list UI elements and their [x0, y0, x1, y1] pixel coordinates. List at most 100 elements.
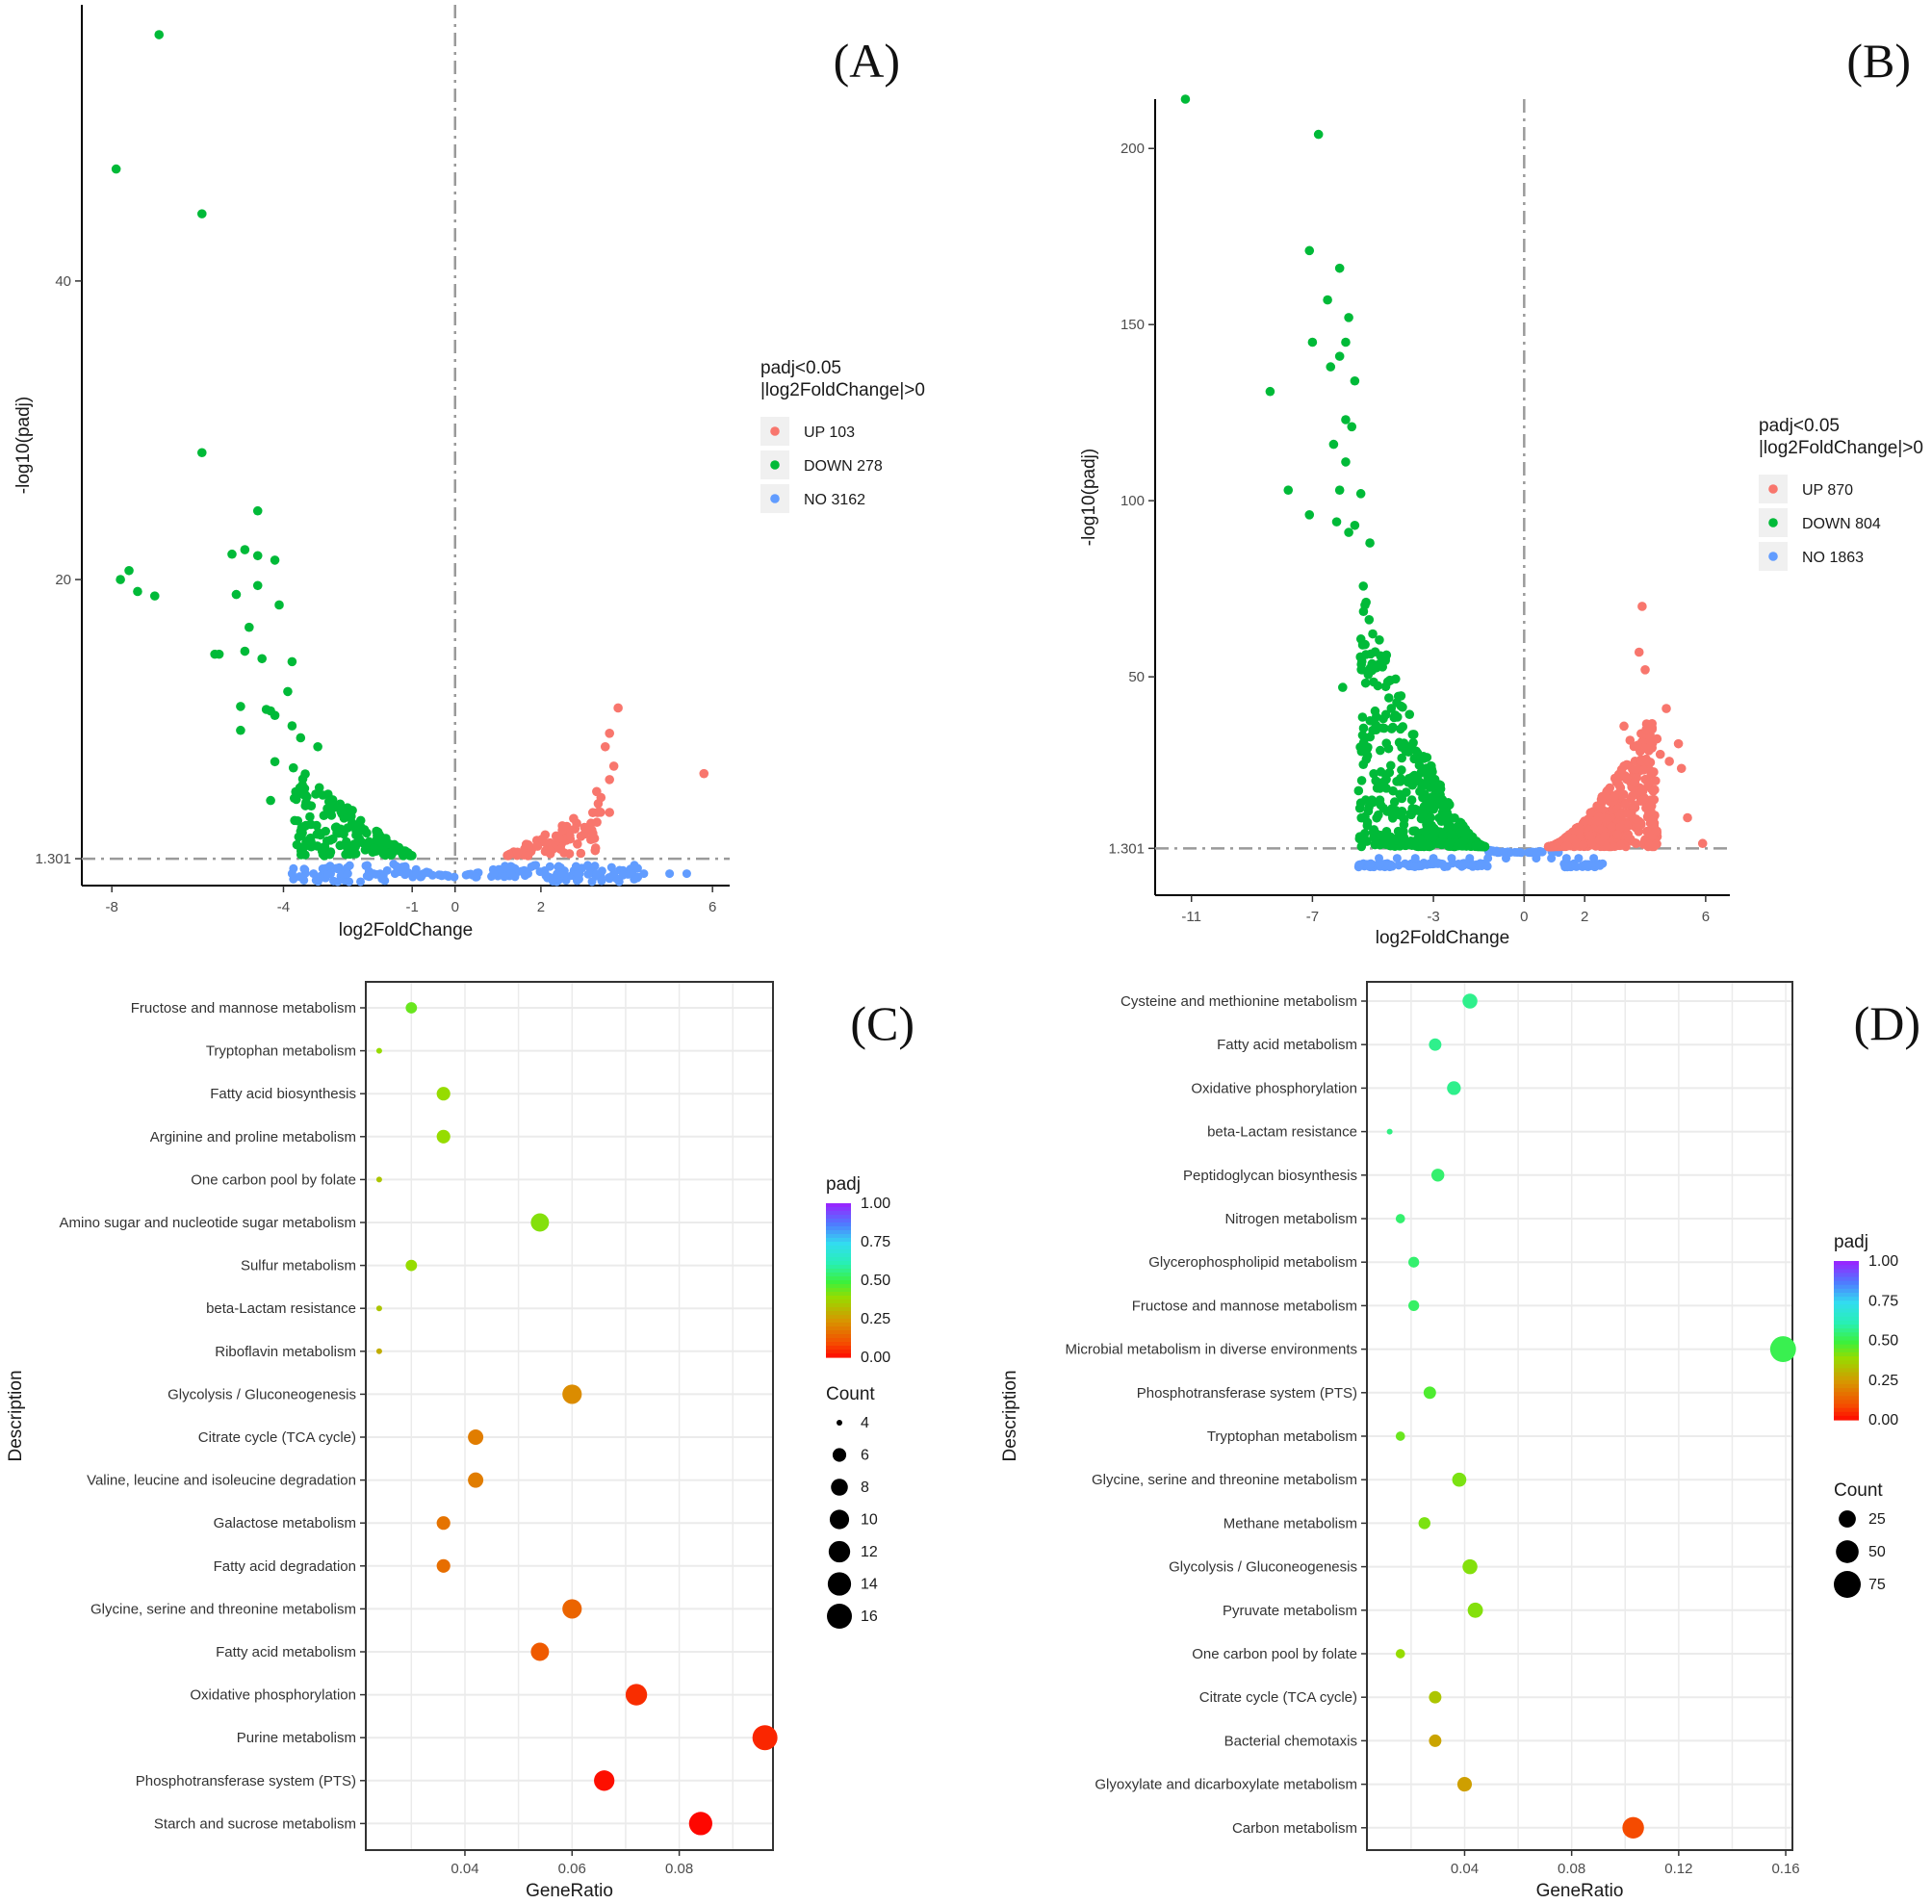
down-point [321, 826, 330, 836]
down-point [350, 849, 361, 859]
colorbar-segment [826, 1330, 851, 1335]
legend-label: DOWN 804 [1802, 516, 1881, 532]
down-point [1323, 295, 1332, 305]
down-point [1421, 778, 1430, 788]
series-up-points [1543, 602, 1708, 852]
down-point [1382, 677, 1393, 687]
colorbar-segment [1834, 1379, 1859, 1385]
down-point [1361, 597, 1371, 607]
up-point [588, 829, 598, 838]
colorbar-segment [1834, 1316, 1859, 1322]
colorbar-segment [826, 1299, 851, 1304]
down-point [335, 799, 346, 810]
up-point [576, 832, 586, 841]
up-point [1624, 833, 1634, 842]
x-tick-label: 0.06 [558, 1861, 586, 1877]
legend-key-point [770, 494, 780, 503]
no-point [299, 864, 309, 874]
down-point [1419, 802, 1430, 811]
no-point [1584, 860, 1593, 869]
category-label: Glycerophospholipid metabolism [1148, 1254, 1357, 1271]
legend-key-point [1768, 552, 1778, 561]
down-point [304, 835, 315, 845]
down-point [1356, 841, 1367, 852]
down-point [1367, 795, 1377, 805]
colorbar-segment [1834, 1340, 1859, 1346]
dot-point [752, 1725, 778, 1751]
down-point [1392, 698, 1402, 708]
up-point [605, 775, 615, 785]
down-point [1397, 765, 1406, 775]
up-point [1640, 743, 1651, 754]
up-point [1622, 759, 1632, 770]
category-label: beta-Lactam resistance [1207, 1124, 1357, 1141]
up-point [523, 851, 533, 861]
legend-title-line-1: padj<0.05 [760, 358, 841, 378]
down-point [1304, 245, 1315, 256]
x-tick-label: 0.04 [1451, 1861, 1479, 1877]
up-point [590, 845, 601, 856]
up-point [1673, 738, 1684, 749]
down-point [1361, 650, 1371, 659]
down-point [1341, 457, 1351, 467]
down-point [1347, 422, 1357, 432]
colorbar-segment [826, 1326, 851, 1331]
dot-point [1447, 1081, 1461, 1095]
up-point [1637, 786, 1648, 796]
no-point [587, 877, 597, 887]
down-point [1374, 810, 1383, 820]
y-axis-title: -log10(padj) [1079, 449, 1099, 546]
down-point [252, 551, 263, 561]
colorbar-segment [1834, 1368, 1859, 1374]
no-point [557, 869, 567, 879]
down-point [1457, 827, 1468, 837]
x-tick-label: 2 [1581, 909, 1588, 925]
colorbar-segment [1834, 1407, 1859, 1413]
up-point [564, 849, 575, 859]
no-point [583, 869, 593, 879]
dot-point [594, 1770, 615, 1791]
down-point [1376, 767, 1386, 777]
category-label: Phosphotransferase system (PTS) [1137, 1385, 1357, 1402]
no-point [1512, 848, 1522, 858]
dot-point [688, 1812, 712, 1836]
down-point [1386, 704, 1397, 713]
down-point [1374, 658, 1384, 669]
up-point [554, 833, 564, 843]
colorbar-segment [826, 1350, 851, 1354]
up-point [613, 703, 623, 713]
down-point [1426, 812, 1435, 823]
colorbar-segment [826, 1311, 851, 1316]
down-point [1365, 663, 1376, 673]
colorbar-segment [826, 1303, 851, 1308]
colorbar-segment [826, 1334, 851, 1339]
colorbar-segment [826, 1323, 851, 1327]
colorbar-segment [1834, 1396, 1859, 1401]
colorbar-tick-label: 0.50 [861, 1273, 890, 1289]
no-point [502, 862, 511, 872]
no-point [1524, 848, 1533, 858]
series-no-points [287, 860, 691, 887]
panel-label: (A) [834, 34, 900, 88]
dot-point [530, 1642, 550, 1661]
panel-label: (D) [1854, 996, 1920, 1050]
down-point [386, 848, 396, 858]
down-point [325, 803, 335, 813]
down-point [1392, 712, 1403, 722]
down-point [283, 686, 293, 697]
size-key-label: 6 [861, 1448, 869, 1464]
down-point [1415, 754, 1426, 763]
up-point [512, 847, 523, 858]
down-point [1350, 520, 1360, 530]
no-point [506, 869, 516, 879]
up-point [1631, 814, 1641, 824]
dot-point [1430, 1169, 1445, 1182]
legend-key-point [770, 460, 780, 470]
colorbar-segment [826, 1238, 851, 1243]
colorbar-segment [1834, 1411, 1859, 1417]
size-key-point [829, 1509, 850, 1530]
no-point [1465, 854, 1475, 863]
category-label: Fructose and mannose metabolism [1132, 1298, 1357, 1314]
down-point [296, 733, 306, 743]
panel-label: (C) [850, 996, 914, 1050]
